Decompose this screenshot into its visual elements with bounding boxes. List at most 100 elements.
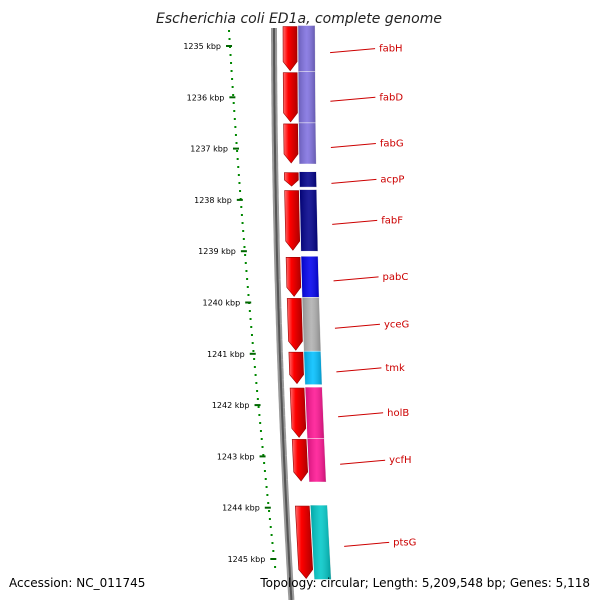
ruler-dot <box>267 502 270 504</box>
gene-label-fabD[interactable]: fabD <box>379 92 403 103</box>
tick-mark <box>270 558 277 560</box>
ruler-dot <box>263 470 266 472</box>
ruler-dot <box>253 358 256 360</box>
ruler-dot <box>242 238 245 240</box>
cog-shade <box>310 505 332 580</box>
gene-arrow-fabH <box>282 26 298 72</box>
ruler-dot <box>231 78 234 80</box>
cog-shade <box>299 171 317 188</box>
ruler-dot <box>235 142 238 144</box>
ruler-dot <box>244 262 247 264</box>
cog-shade <box>302 297 321 352</box>
gene-labels: fabH fabD fabG acpP fabF pabC yceG tmk holB ycfH p… <box>330 44 416 548</box>
backbone-core <box>273 28 293 600</box>
topology-text: Topology: circular; Length: 5,209,548 bp… <box>259 576 590 590</box>
ruler-dot <box>260 438 263 440</box>
cog-category-ring <box>297 25 332 580</box>
tick-mark <box>236 198 243 201</box>
ruler-dot <box>258 414 261 416</box>
ruler-dot <box>254 374 257 376</box>
gene-label-pabC[interactable]: pabC <box>383 272 409 283</box>
kbp-ruler: 1235 kbp 1236 kbp 1237 kbp 1238 kbp 1239 kbp… <box>183 30 277 568</box>
tick-mark <box>240 250 247 253</box>
gene-label-fabG[interactable]: fabG <box>380 138 404 149</box>
gene-arrow-fabG <box>283 123 299 164</box>
ruler-dot <box>247 294 250 296</box>
ruler-dot <box>259 430 262 432</box>
gene-arrow-fabF <box>284 190 301 251</box>
ruler-dot <box>250 334 253 336</box>
cog-shade <box>303 351 322 385</box>
leader-line <box>340 459 386 465</box>
ruler-dot <box>269 526 272 528</box>
leader-line <box>330 48 376 54</box>
tick-label: 1244 kbp <box>222 504 260 513</box>
gene-arrow-yceG <box>286 298 303 351</box>
ruler-dot <box>250 326 253 328</box>
gene-label-acpP[interactable]: acpP <box>380 174 404 185</box>
ruler-dot <box>263 462 266 464</box>
tick-mark <box>259 455 266 458</box>
ruler-dot <box>238 182 241 184</box>
gene-label-fabF[interactable]: fabF <box>381 215 403 226</box>
ruler-dot <box>259 422 262 424</box>
ruler-dot <box>256 398 259 400</box>
gene-arrow-acpP <box>283 172 299 187</box>
leader-line <box>336 367 382 373</box>
gene-label-holB[interactable]: holB <box>387 408 409 419</box>
gene-label-fabH[interactable]: fabH <box>379 44 403 55</box>
ruler-dot <box>245 270 248 272</box>
tick-label: 1243 kbp <box>217 452 255 461</box>
leader-line <box>330 96 376 102</box>
leader-line <box>333 276 379 282</box>
tick-label: 1236 kbp <box>187 93 225 102</box>
ruler-dot <box>270 534 273 536</box>
ruler-dot <box>244 254 247 256</box>
tick-mark <box>229 96 236 99</box>
gene-arrow-fabD <box>282 72 298 123</box>
ruler-dot <box>241 222 244 224</box>
cog-shade <box>299 189 318 252</box>
tick-label: 1235 kbp <box>183 42 221 51</box>
ruler-dot <box>253 366 256 368</box>
ruler-dot <box>229 54 232 56</box>
cog-shade <box>298 25 316 72</box>
gene-arrow-tmk <box>288 351 304 385</box>
tick-label: 1241 kbp <box>207 350 245 359</box>
tick-label: 1240 kbp <box>202 299 240 308</box>
ruler-dot <box>257 406 260 408</box>
ruler-dot <box>231 86 234 88</box>
ruler-dot <box>271 542 274 544</box>
ruler-dot <box>252 350 255 352</box>
ruler-dot <box>228 30 231 32</box>
ruler-dot <box>255 382 258 384</box>
ruler-dot <box>243 246 246 248</box>
ruler-dot <box>268 518 271 520</box>
cog-shade <box>298 71 316 123</box>
tick-mark <box>232 147 239 150</box>
tick-mark <box>254 404 261 407</box>
ruler-dot <box>264 478 267 480</box>
tick-mark <box>245 301 252 304</box>
gene-label-yceG[interactable]: yceG <box>384 319 409 330</box>
leader-line <box>338 412 384 418</box>
ruler-dot <box>232 102 235 104</box>
gene-arrow-ptsG <box>294 505 314 579</box>
gene-label-tmk[interactable]: tmk <box>385 363 405 374</box>
gene-label-ptsG[interactable]: ptsG <box>393 537 416 548</box>
tick-label: 1242 kbp <box>212 401 250 410</box>
accession-text: Accession: NC_011745 <box>9 576 145 590</box>
gene-arrows <box>282 26 314 579</box>
ruler-dot <box>240 214 243 216</box>
tick-label: 1238 kbp <box>194 196 232 205</box>
ruler-dot <box>234 134 237 136</box>
ruler-dot <box>266 494 269 496</box>
ruler-dot <box>240 206 243 208</box>
gene-label-ycfH[interactable]: ycfH <box>389 455 411 466</box>
tick-mark <box>249 352 256 355</box>
ruler-dot <box>237 166 240 168</box>
tick-label: 1239 kbp <box>198 247 236 256</box>
ruler-dot <box>274 566 277 568</box>
ruler-dot <box>242 230 245 232</box>
